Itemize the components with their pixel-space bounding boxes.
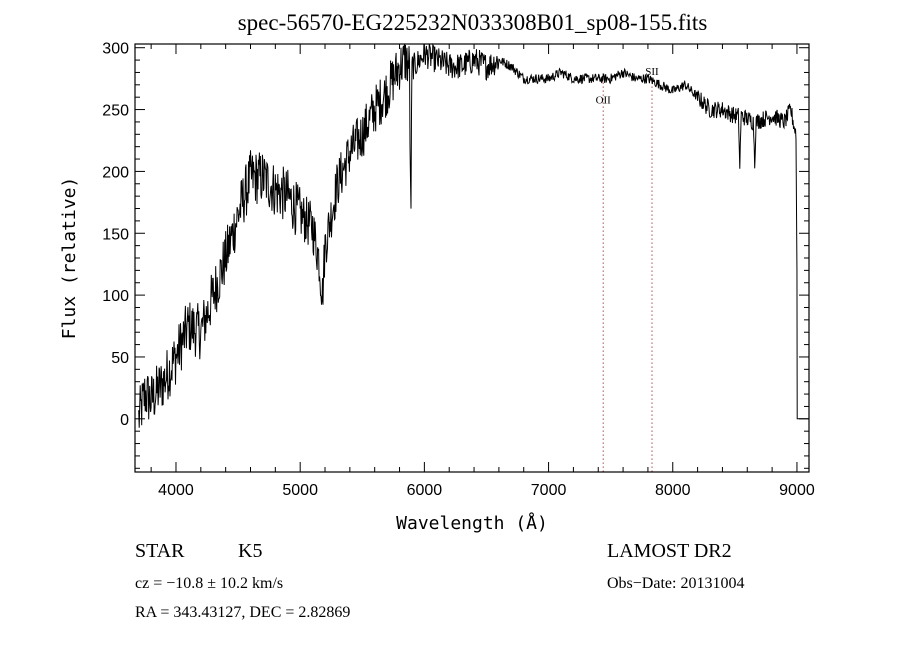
spectrum-line — [138, 42, 809, 428]
x-tick-label: 9000 — [779, 482, 815, 499]
redshift-velocity: cz = −10.8 ± 10.2 km/s — [135, 575, 284, 592]
spectral-line-label: OII — [596, 94, 612, 106]
object-class: STAR — [135, 540, 185, 562]
coordinates: RA = 343.43127, DEC = 2.82869 — [135, 604, 351, 621]
object-subclass: K5 — [238, 540, 263, 562]
y-tick-label: 150 — [102, 226, 129, 243]
y-tick-label: 100 — [102, 288, 129, 305]
x-tick-label: 8000 — [655, 482, 691, 499]
y-tick-label: 250 — [102, 103, 129, 120]
x-tick-label: 4000 — [158, 482, 194, 499]
y-tick-label: 300 — [102, 41, 129, 58]
x-axis-label: Wavelength (Å) — [396, 512, 548, 534]
y-tick-label: 0 — [120, 412, 129, 429]
x-tick-label: 7000 — [531, 482, 567, 499]
x-tick-label: 5000 — [282, 482, 318, 499]
observation-date: Obs−Date: 20131004 — [607, 575, 745, 592]
y-axis-label: Flux (relative) — [59, 177, 80, 340]
survey-name: LAMOST DR2 — [607, 540, 732, 562]
y-tick-label: 200 — [102, 164, 129, 181]
y-tick-label: 50 — [111, 350, 129, 367]
plot-frame — [134, 43, 810, 473]
chart-title: spec-56570-EG225232N033308B01_sp08-155.f… — [237, 10, 708, 35]
x-tick-label: 6000 — [407, 482, 443, 499]
